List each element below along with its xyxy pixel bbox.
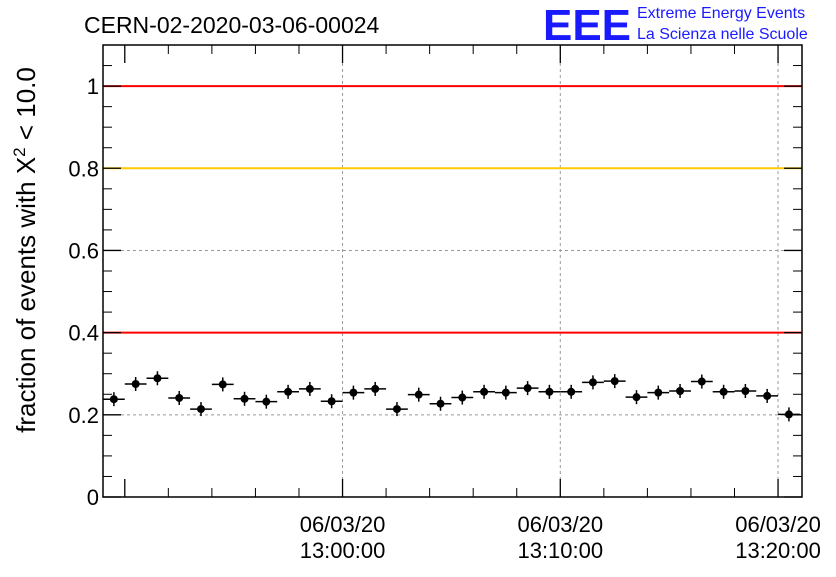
- y-tick-label: 0.4: [68, 321, 99, 346]
- data-point: [277, 384, 299, 399]
- data-point: [320, 394, 343, 409]
- data-point: [625, 390, 648, 405]
- data-point: [712, 384, 735, 399]
- point-marker: [240, 394, 249, 403]
- point-marker: [588, 378, 597, 387]
- grid-lines: [103, 45, 802, 497]
- data-point: [603, 374, 626, 389]
- eee-logo: EEE Extreme Energy Events La Scienza nel…: [543, 1, 808, 50]
- point-marker: [349, 388, 358, 397]
- point-marker: [480, 387, 489, 396]
- point-marker: [131, 380, 140, 388]
- data-point: [211, 377, 234, 392]
- point-marker: [109, 395, 118, 404]
- data-point: [734, 383, 757, 398]
- axis-ticks: [103, 45, 802, 498]
- point-marker: [763, 391, 772, 400]
- point-marker: [153, 374, 162, 383]
- x-tick-labels: 06/03/2013:00:0006/03/2013:10:0006/03/20…: [300, 512, 821, 563]
- point-marker: [414, 390, 423, 399]
- point-marker: [305, 384, 314, 393]
- plot-frame: [102, 44, 803, 498]
- logo-eee-text: EEE: [543, 1, 631, 50]
- x-tick-date-label: 06/03/20: [517, 512, 603, 537]
- data-points: [103, 371, 800, 422]
- data-point: [298, 381, 321, 396]
- data-point: [560, 384, 583, 399]
- point-marker: [371, 384, 380, 393]
- data-point: [124, 377, 147, 391]
- point-marker: [676, 386, 685, 395]
- point-marker: [523, 384, 532, 393]
- data-point: [342, 385, 365, 400]
- point-marker: [654, 388, 663, 397]
- data-point: [233, 391, 256, 406]
- y-tick-label: 1: [87, 74, 99, 99]
- point-marker: [218, 380, 227, 389]
- data-point: [146, 371, 169, 386]
- point-marker: [567, 387, 576, 396]
- data-point: [429, 396, 452, 411]
- chart-title: CERN-02-2020-03-06-00024: [84, 12, 380, 38]
- data-point: [473, 384, 495, 399]
- point-marker: [610, 377, 619, 386]
- point-marker: [327, 397, 336, 406]
- point-marker: [632, 393, 641, 402]
- y-axis-label: fraction of events with Χ2 < 10.0: [10, 67, 41, 433]
- data-point: [690, 374, 713, 389]
- x-tick-date-label: 06/03/20: [300, 512, 386, 537]
- data-point: [516, 381, 539, 396]
- point-marker: [284, 387, 293, 396]
- data-point: [407, 387, 430, 402]
- x-tick-time-label: 13:20:00: [735, 538, 821, 563]
- y-tick-labels: 0 0.2 0.4 0.6 0.8 1: [68, 74, 99, 510]
- data-point: [582, 375, 604, 390]
- x-tick-time-label: 13:00:00: [300, 538, 386, 563]
- data-point: [756, 388, 779, 403]
- x-tick-time-label: 13:10:00: [517, 538, 603, 563]
- data-point: [451, 390, 474, 405]
- y-tick-label: 0.6: [68, 238, 99, 263]
- logo-line-2: La Scienza nelle Scuole: [637, 26, 808, 43]
- data-point: [538, 384, 561, 399]
- point-marker: [501, 388, 510, 397]
- x-tick-date-label: 06/03/20: [735, 512, 821, 537]
- data-point: [168, 390, 191, 405]
- point-marker: [436, 399, 445, 408]
- point-marker: [392, 405, 401, 414]
- data-point: [103, 392, 125, 407]
- point-marker: [262, 397, 271, 406]
- logo-line-1: Extreme Energy Events: [637, 5, 805, 22]
- y-tick-label: 0.8: [68, 156, 99, 181]
- data-point: [647, 385, 670, 400]
- point-marker: [697, 377, 706, 386]
- point-marker: [458, 393, 467, 402]
- reference-lines: [103, 85, 802, 334]
- point-marker: [175, 393, 184, 402]
- point-marker: [741, 386, 750, 395]
- data-point: [190, 402, 212, 417]
- data-point: [255, 394, 278, 409]
- point-marker: [545, 387, 554, 396]
- data-point: [494, 385, 517, 400]
- data-point: [669, 383, 691, 398]
- y-tick-label: 0: [87, 485, 99, 510]
- point-marker: [196, 405, 205, 414]
- data-point: [386, 402, 408, 417]
- point-marker: [719, 387, 728, 396]
- data-point: [364, 381, 387, 396]
- y-tick-label: 0.2: [68, 403, 99, 428]
